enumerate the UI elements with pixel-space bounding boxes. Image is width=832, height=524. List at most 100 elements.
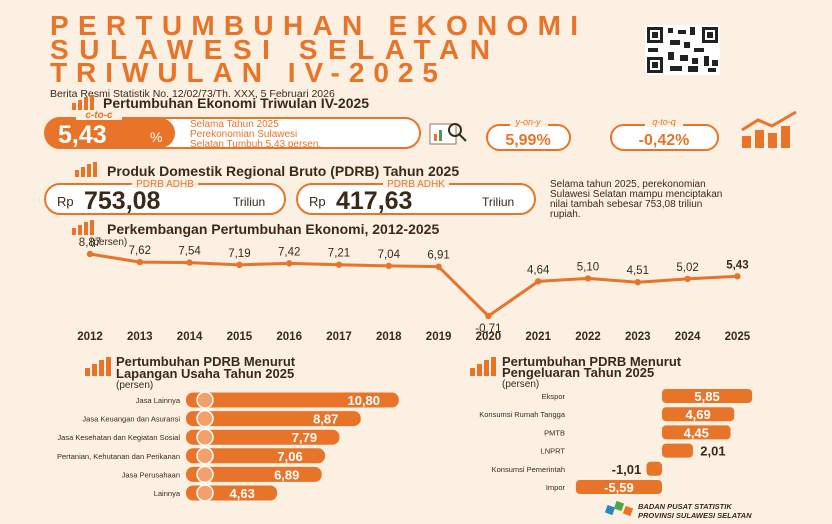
- unit: Triliun: [233, 195, 265, 209]
- x-tick-label: 2018: [376, 331, 402, 343]
- x-tick-label: 2015: [227, 331, 253, 343]
- data-label: 5,02: [676, 262, 698, 274]
- adhb-value: 753,08: [84, 187, 161, 215]
- ctc-fill: [45, 118, 175, 148]
- bar: [186, 466, 322, 482]
- title-line: PERTUMBUHAN EKONOMI: [50, 10, 578, 41]
- category-label: Jasa Lainnya: [136, 396, 181, 405]
- currency: Rp: [57, 194, 74, 209]
- note: Selama tahun 2025, perekonomian: [550, 179, 706, 190]
- point: [286, 260, 293, 267]
- bar: [662, 407, 735, 422]
- chart-subtitle: (persen): [502, 379, 539, 390]
- unit: Triliun: [482, 195, 514, 209]
- bar: [186, 448, 326, 464]
- category-label: Konsumsi Rumah Tangga: [479, 410, 566, 419]
- bar: [662, 389, 753, 403]
- chart-title: Pertumbuhan PDRB Menurut: [116, 354, 296, 369]
- ctc-value: 5,43: [58, 121, 107, 149]
- data-label: -1,01: [612, 462, 642, 477]
- growth-icon: [741, 110, 797, 148]
- bar-icon: [196, 391, 214, 409]
- ctc-text: Perekonomian Sulawesi: [190, 129, 297, 140]
- section-icon: [85, 357, 111, 376]
- bar: [186, 429, 340, 445]
- label-bg: [645, 118, 683, 127]
- adhk-value: 417,63: [336, 187, 412, 215]
- bps-logo: [604, 500, 634, 517]
- bar: [662, 443, 693, 458]
- data-label: 7,06: [277, 449, 302, 464]
- qtq-label: q-to-q: [652, 117, 676, 127]
- currency: Rp: [309, 194, 326, 209]
- title-line: TRIWULAN IV-2025: [50, 57, 438, 88]
- data-label: 6,89: [274, 467, 299, 482]
- org-name: BADAN PUSAT STATISTIK: [638, 502, 732, 511]
- note: nilai tambah sebesar 753,08 triliun: [550, 199, 702, 210]
- note: Sulawesi Selatan mampu menciptakan: [550, 189, 722, 200]
- category-label: Ekspor: [542, 392, 566, 401]
- point: [684, 275, 691, 283]
- bar-icon: [196, 484, 214, 502]
- section-icon: [470, 357, 496, 376]
- category-label: Lainnya: [154, 489, 181, 498]
- data-label: 4,45: [684, 425, 709, 440]
- category-label: Impor: [546, 483, 566, 492]
- data-label: 5,85: [694, 389, 719, 404]
- category-label: Konsumsi Pemerintah: [492, 465, 565, 474]
- point: [734, 273, 741, 280]
- section-heading: Pertumbuhan Ekonomi Triwulan IV-2025: [103, 95, 369, 111]
- data-label: -0,71: [475, 323, 501, 335]
- x-tick-label: 2013: [127, 331, 153, 343]
- point: [435, 263, 442, 270]
- category-label: PMTB: [544, 428, 565, 437]
- line: [89, 252, 738, 318]
- data-label: 4,51: [627, 265, 649, 277]
- x-tick-label: 2022: [575, 331, 601, 343]
- qtq-value: -0,42%: [639, 132, 690, 149]
- category-label: Pertanian, Kehutanan dan Perikanan: [57, 452, 180, 461]
- category-label: Jasa Keuangan dan Asuransi: [82, 415, 180, 424]
- point: [136, 258, 143, 266]
- data-label: 7,54: [178, 246, 201, 258]
- label-bg: [383, 178, 449, 188]
- x-tick-label: 2023: [625, 331, 651, 343]
- category-label: LNPRT: [541, 447, 566, 456]
- point: [86, 250, 94, 258]
- bar-icon: [196, 447, 214, 465]
- chart-subtitle: (persen): [116, 380, 153, 391]
- x-tick-label: 2014: [177, 331, 203, 343]
- data-label: 7,62: [129, 245, 151, 257]
- yoy-label: y-on-y: [514, 117, 541, 127]
- point: [535, 278, 542, 285]
- point: [584, 275, 592, 282]
- point: [634, 279, 641, 286]
- ctc-text: Selama Tahun 2025: [190, 119, 279, 130]
- data-label: 7,21: [328, 248, 350, 260]
- org-name: PROVINSI SULAWESI SELATAN: [638, 511, 752, 520]
- data-label: 7,19: [228, 248, 250, 260]
- section-icon: [72, 220, 94, 235]
- section-icon: [75, 162, 97, 177]
- data-label: 7,79: [292, 430, 317, 445]
- label-bg: [76, 110, 122, 120]
- bar-icon: [196, 409, 214, 428]
- label-bg: [510, 118, 548, 127]
- chart-title: Lapangan Usaha Tahun 2025: [116, 366, 294, 381]
- bar: [186, 411, 361, 427]
- ctc-unit: %: [150, 129, 162, 145]
- data-label: 4,69: [685, 407, 710, 422]
- note: rupiah.: [550, 209, 581, 220]
- data-label: -5,59: [604, 480, 634, 495]
- point: [236, 261, 243, 269]
- point: [485, 312, 492, 320]
- adhk-label: PDRB ADHK: [387, 179, 445, 190]
- point: [335, 261, 343, 268]
- data-label: 6,91: [427, 250, 449, 262]
- bar-icon: [196, 465, 214, 484]
- x-tick-label: 2021: [525, 331, 551, 343]
- bar: [575, 480, 662, 494]
- label-bg: [132, 178, 198, 188]
- x-tick-label: 2020: [476, 331, 502, 343]
